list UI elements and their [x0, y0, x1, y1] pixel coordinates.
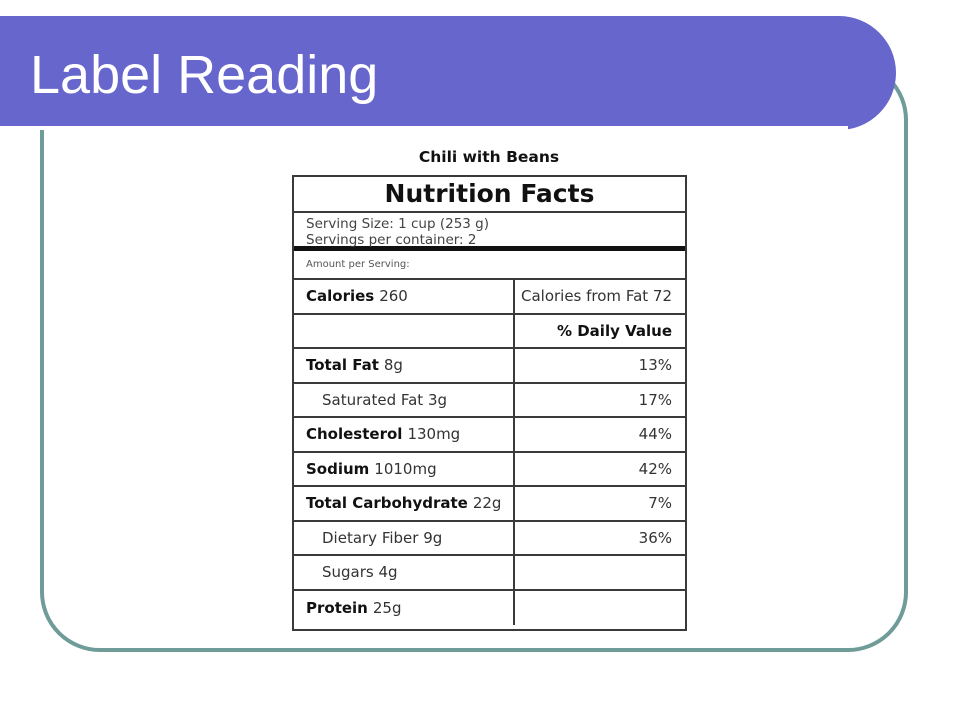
calories-row: Calories 260 Calories from Fat 72 [294, 280, 685, 315]
nutrient-daily-value [515, 556, 685, 589]
nutrition-label: Nutrition Facts Serving Size: 1 cup (253… [292, 175, 687, 631]
nutrient-amount: 9g [423, 528, 443, 547]
nutrient-row: Cholesterol 130mg 44% [294, 418, 685, 453]
calories-label: Calories [306, 287, 375, 306]
nutrient-amount: 22g [472, 494, 502, 513]
serving-info: Serving Size: 1 cup (253 g) Servings per… [294, 213, 685, 251]
nutrient-amount: 3g [427, 390, 448, 409]
nutrient-name: Sodium [306, 459, 370, 478]
calories-value: 260 [379, 287, 408, 306]
nutrient-row: Saturated Fat 3g 17% [294, 383, 685, 418]
nutrient-row: Sugars 4g [294, 556, 685, 591]
nutrient-daily-value: 7% [648, 494, 672, 513]
amount-per-serving: Amount per Serving: [294, 251, 685, 280]
nutrient-name: Protein [306, 598, 368, 617]
daily-value-header-row: % Daily Value [294, 314, 685, 349]
nutrient-amount: 8g [383, 356, 403, 375]
title-underline [0, 126, 848, 130]
nutrient-name: Dietary Fiber [322, 528, 419, 547]
calories-from-fat: Calories from Fat 72 [520, 287, 672, 306]
servings-per-container: Servings per container: 2 [306, 232, 477, 248]
nutrient-daily-value: 44% [638, 425, 672, 444]
nutrient-name: Saturated Fat [322, 390, 424, 409]
nutrient-row: Total Fat 8g 13% [294, 349, 685, 384]
daily-value-header: % Daily Value [556, 321, 672, 340]
slide-title: Label Reading [30, 45, 379, 105]
nutrient-amount: 25g [372, 598, 402, 617]
nutrient-daily-value: 17% [638, 390, 672, 409]
nutrient-row: Total Carbohydrate 22g 7% [294, 487, 685, 522]
nutrient-row: Dietary Fiber 9g 36% [294, 521, 685, 556]
title-bar [0, 16, 896, 130]
serving-size: Serving Size: 1 cup (253 g) [306, 216, 490, 232]
nutrient-row: Sodium 1010mg 42% [294, 452, 685, 487]
nutrition-facts-heading: Nutrition Facts [294, 177, 685, 213]
nutrient-name: Sugars [322, 563, 374, 582]
nutrient-amount: 4g [378, 563, 398, 582]
product-name: Chili with Beans [418, 148, 560, 166]
nutrient-name: Total Fat [306, 356, 379, 375]
nutrient-name: Total Carbohydrate [306, 494, 468, 513]
nutrient-daily-value: 42% [638, 459, 672, 478]
nutrient-name: Cholesterol [306, 425, 403, 444]
nutrient-daily-value: 36% [638, 528, 672, 547]
nutrient-row: Protein 25g [294, 590, 685, 626]
nutrient-amount: 130mg [407, 425, 461, 444]
nutrient-amount: 1010mg [374, 459, 437, 478]
nutrient-daily-value: 13% [638, 356, 672, 375]
nutrient-daily-value [515, 591, 685, 626]
